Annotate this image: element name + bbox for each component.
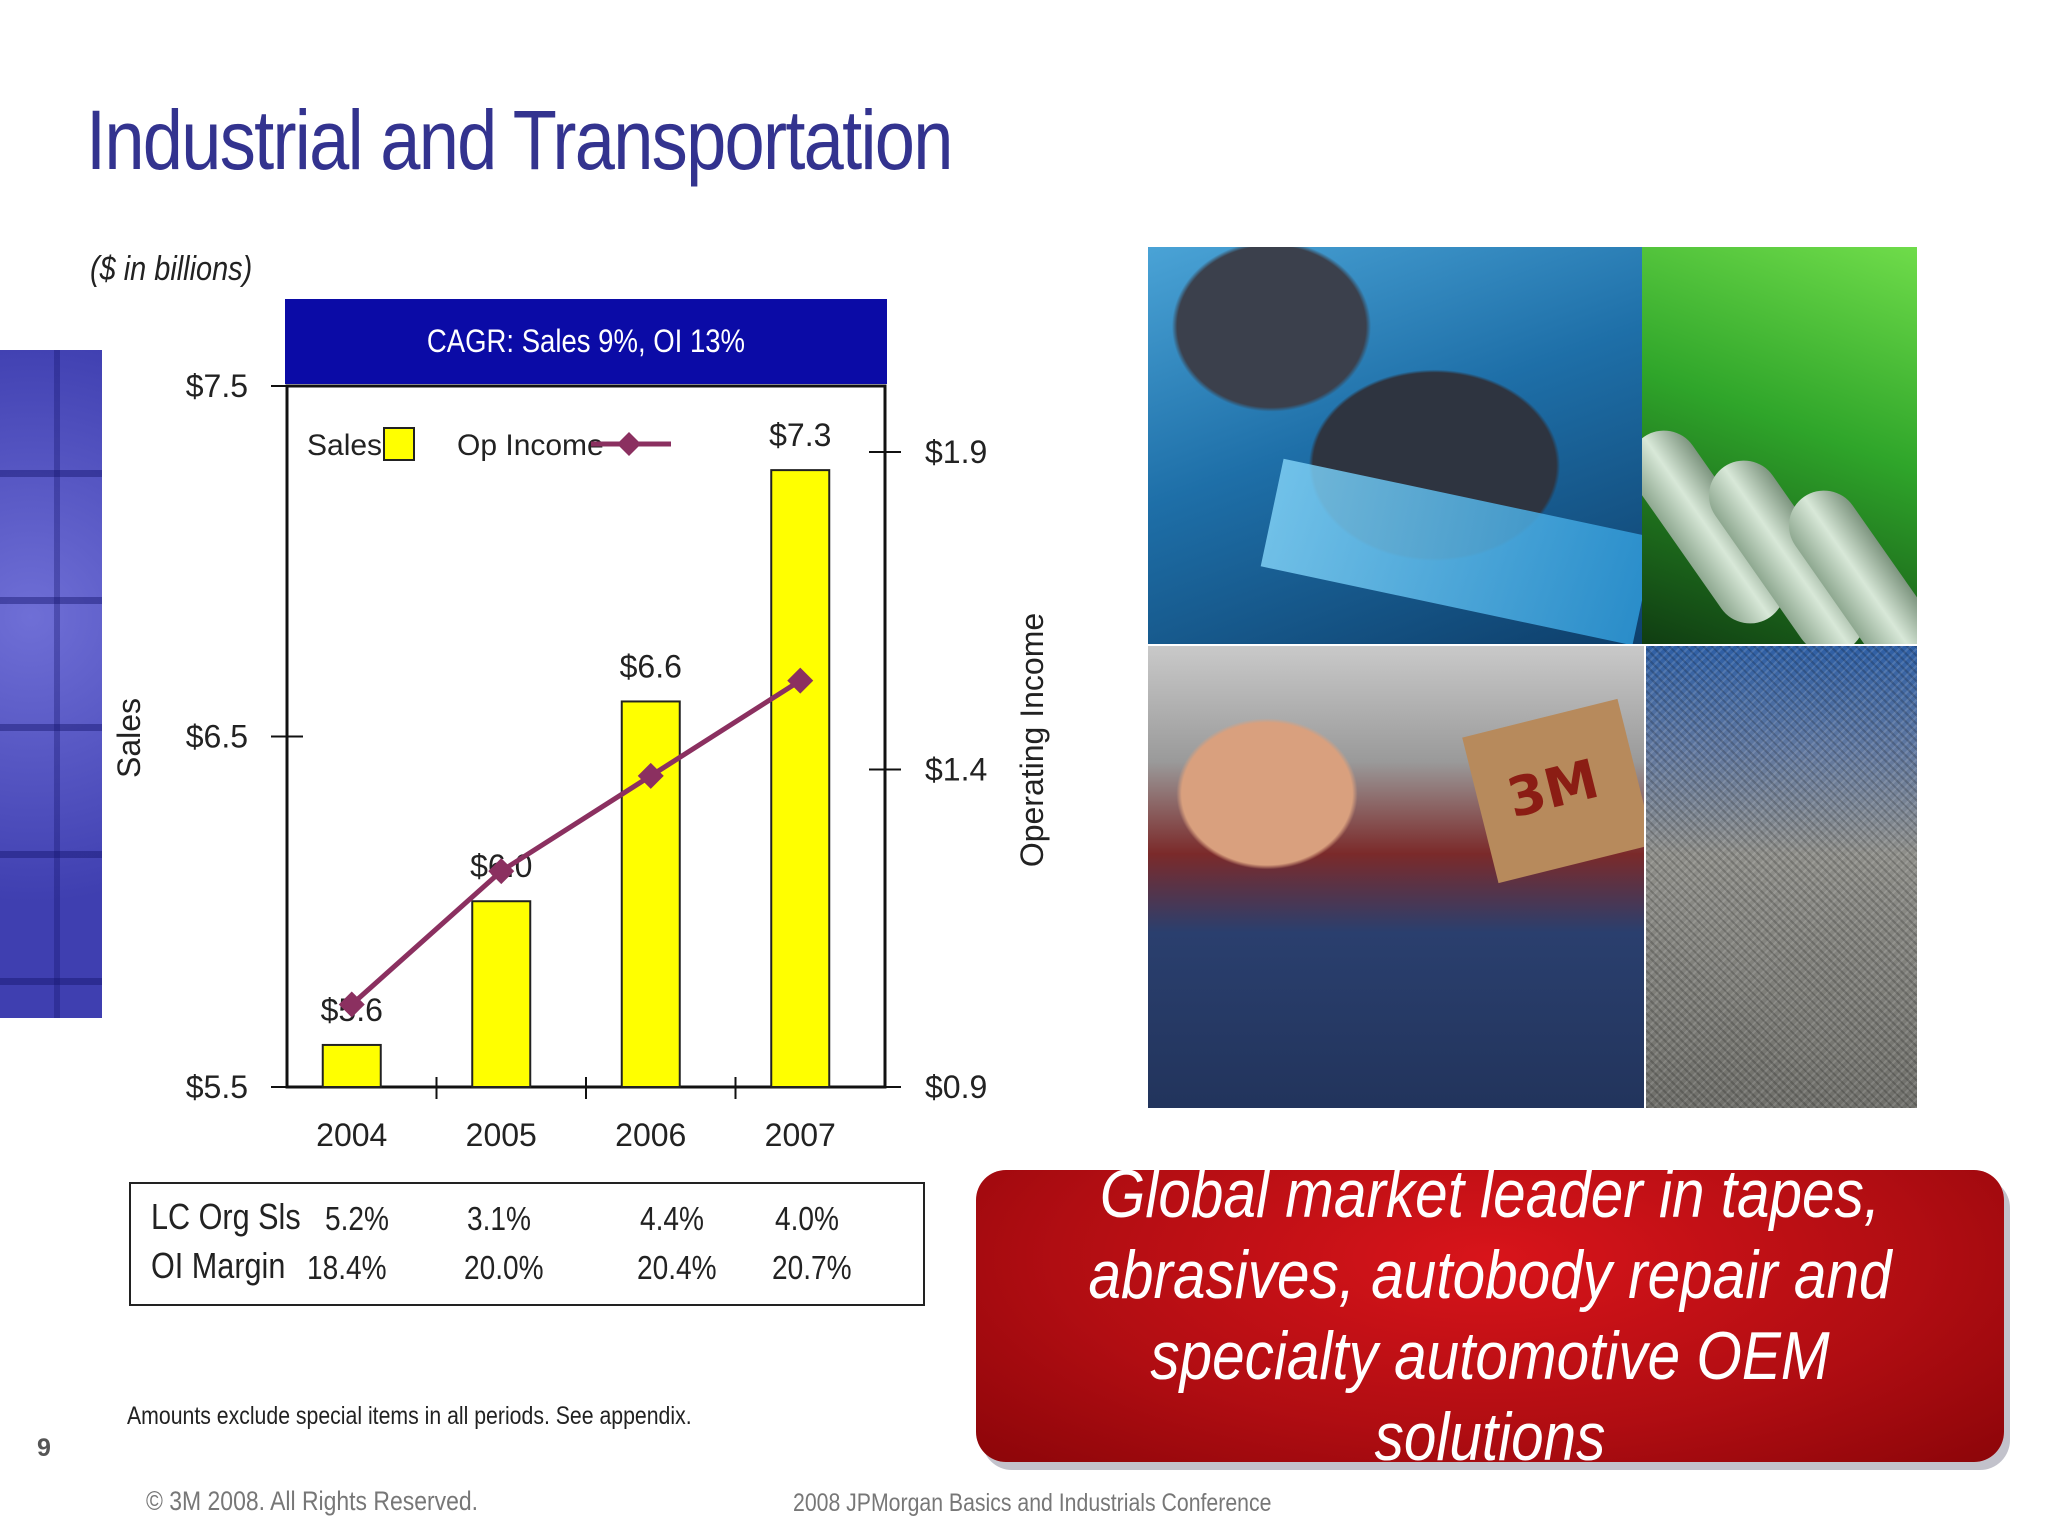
sales-bar [471,900,532,1088]
op-income-point [637,762,664,789]
box-3m: 3M [1462,698,1644,884]
y2-tick-label: $0.9 [925,1069,987,1105]
side-decoration [0,350,102,1018]
legend-marker-op-income [617,432,641,456]
footnote: Amounts exclude special items in all per… [127,1402,692,1430]
y-tick-label: $6.5 [186,719,248,755]
sales-bar [770,469,831,1088]
legend-label-op-income: Op Income [457,429,604,462]
chart-title: CAGR: Sales 9%, OI 13% [426,323,746,359]
y-axis-title: Sales [111,698,147,778]
bar-value-label: $6.6 [620,648,682,684]
callout-box: Global market leader in tapes, abrasives… [976,1156,2004,1475]
stats-cell: 18.4% [307,1249,387,1286]
stats-cell: 5.2% [325,1200,389,1237]
photo-green-equipment [1642,247,1917,644]
legend-label-sales: Sales [307,429,382,462]
units-note: ($ in billions) [90,250,253,288]
stats-cell: 20.0% [464,1249,544,1286]
y-tick-label: $7.5 [186,368,248,404]
x-tick-label: 2005 [466,1117,537,1153]
y2-axis-title: Operating Income [1014,613,1050,867]
stats-cell: 4.4% [640,1200,704,1237]
stats-label-lc-org-sls: LC Org Sls [151,1196,301,1237]
stats-table: LC Org Sls 5.2% 3.1% 4.4% 4.0% OI Margin… [129,1182,925,1306]
legend-swatch-sales [383,427,415,461]
stats-cell: 20.7% [772,1249,852,1286]
copyright: © 3M 2008. All Rights Reserved. [146,1486,478,1516]
sales-bar [620,700,681,1088]
photo-bottles [1148,247,1642,644]
photo-abrasive-mat [1646,646,1917,1108]
stats-cell: 3.1% [467,1200,531,1237]
bottle-label [1260,458,1642,644]
page-title: Industrial and Transportation [86,93,953,187]
page-number: 9 [37,1434,51,1462]
conference-name: 2008 JPMorgan Basics and Industrials Con… [793,1489,1272,1517]
op-income-point [488,858,515,885]
stats-cell: 20.4% [637,1249,717,1286]
callout-text: Global market leader in tapes, abrasives… [1088,1156,1892,1475]
stats-cell: 4.0% [775,1200,839,1237]
bar-value-label: $7.3 [769,417,831,453]
x-tick-label: 2006 [615,1117,686,1153]
op-income-line [350,678,802,1007]
stats-label-oi-margin: OI Margin [151,1245,286,1286]
op-income-point [338,991,365,1018]
box-logo-text: 3M [1501,747,1605,831]
y2-tick-label: $1.4 [925,752,987,788]
chart-title-banner: CAGR: Sales 9%, OI 13% [285,299,887,384]
op-income-point [787,667,814,694]
y2-tick-label: $1.9 [925,434,987,470]
y-tick-label: $5.5 [186,1069,248,1105]
photo-worker: 3M [1148,646,1644,1108]
sales-bar [321,1043,382,1088]
x-tick-label: 2007 [765,1117,836,1153]
x-tick-label: 2004 [316,1117,387,1153]
